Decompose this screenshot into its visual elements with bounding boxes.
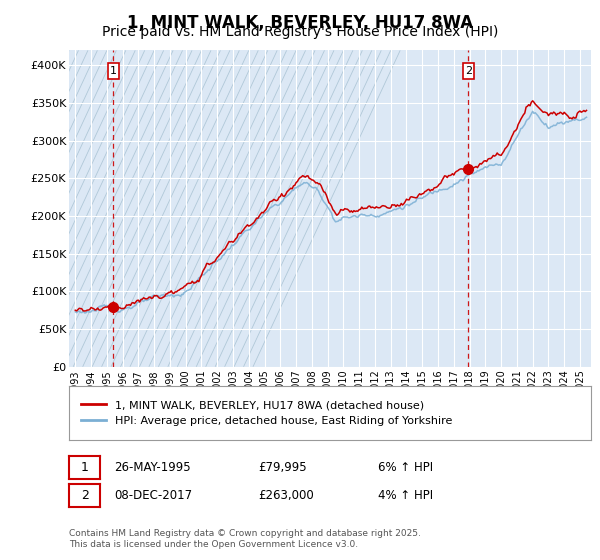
Text: £263,000: £263,000 [258, 489, 314, 502]
Text: 1, MINT WALK, BEVERLEY, HU17 8WA: 1, MINT WALK, BEVERLEY, HU17 8WA [127, 14, 473, 32]
Text: 26-MAY-1995: 26-MAY-1995 [114, 461, 191, 474]
Text: 1: 1 [110, 66, 116, 76]
Text: Contains HM Land Registry data © Crown copyright and database right 2025.
This d: Contains HM Land Registry data © Crown c… [69, 529, 421, 549]
Text: 08-DEC-2017: 08-DEC-2017 [114, 489, 192, 502]
FancyBboxPatch shape [463, 63, 474, 80]
FancyBboxPatch shape [107, 63, 119, 80]
Text: 2: 2 [80, 489, 89, 502]
Text: 1: 1 [80, 461, 89, 474]
Text: 6% ↑ HPI: 6% ↑ HPI [378, 461, 433, 474]
Legend: 1, MINT WALK, BEVERLEY, HU17 8WA (detached house), HPI: Average price, detached : 1, MINT WALK, BEVERLEY, HU17 8WA (detach… [74, 393, 458, 433]
Text: £79,995: £79,995 [258, 461, 307, 474]
Text: 4% ↑ HPI: 4% ↑ HPI [378, 489, 433, 502]
Text: Price paid vs. HM Land Registry's House Price Index (HPI): Price paid vs. HM Land Registry's House … [102, 25, 498, 39]
Text: 2: 2 [465, 66, 472, 76]
